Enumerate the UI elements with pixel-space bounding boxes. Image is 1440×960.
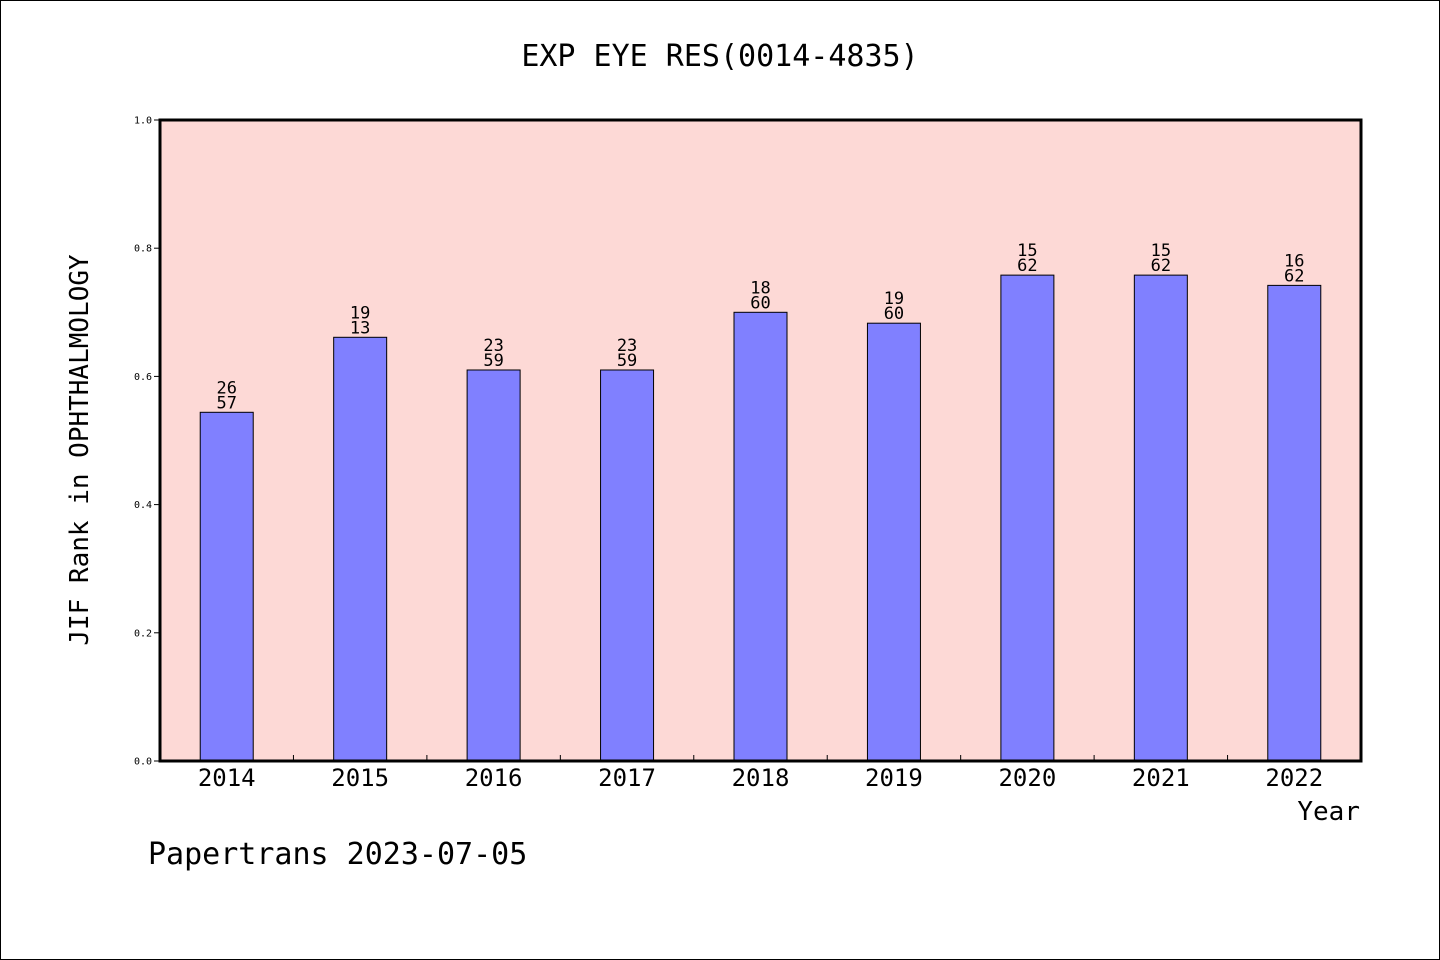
bar-label-rank: 23: [483, 336, 503, 356]
bar-label-rank: 19: [350, 303, 370, 323]
bar-label-total: 59: [617, 351, 637, 371]
footer-watermark: Papertrans 2023-07-05: [148, 837, 527, 872]
bar-label-total: 60: [884, 304, 904, 324]
x-tick-label: 2017: [598, 764, 656, 792]
y-tick-label: 1.0: [134, 116, 152, 127]
bar-2016: [466, 369, 521, 762]
bar-label-total: 62: [1017, 256, 1037, 276]
bar-label-total: 57: [216, 393, 236, 413]
bar-2014: [199, 411, 254, 762]
bar-label-total: 60: [750, 293, 770, 313]
bar-label-rank: 19: [884, 289, 904, 309]
y-tick-label: 0.0: [134, 757, 152, 768]
bar-2021: [1133, 274, 1188, 762]
plot-border: [158, 118, 1363, 763]
bar-label-rank: 23: [617, 336, 637, 356]
bars: [199, 274, 1322, 762]
bar-label-rank: 18: [750, 278, 770, 298]
x-tick-label: 2019: [865, 764, 923, 792]
bar-label-rank: 26: [216, 378, 236, 398]
bar-label-rank: 15: [1017, 241, 1037, 261]
bar-2015: [333, 336, 388, 762]
bar-label-total: 62: [1151, 256, 1171, 276]
y-axis-label: JIF Rank in OPHTHALMOLOGY: [65, 254, 95, 646]
y-axis-ticks: 0.0 0.2 0.4 0.6 0.8 1.0: [134, 116, 160, 768]
y-tick-label: 0.6: [134, 372, 152, 383]
bar-2020: [1000, 274, 1055, 762]
x-tick-label: 2020: [998, 764, 1056, 792]
bar-2018: [733, 311, 788, 762]
x-tick-label: 2018: [732, 764, 790, 792]
x-tick-label: 2015: [331, 764, 389, 792]
bar-2019: [866, 322, 921, 762]
y-tick-label: 0.2: [134, 628, 152, 639]
bar-label-rank: 15: [1151, 241, 1171, 261]
chart-title: EXP EYE RES(0014-4835): [521, 39, 918, 74]
x-tick-label: 2021: [1132, 764, 1190, 792]
x-axis-label: Year: [1297, 797, 1360, 827]
bar-label-total: 59: [483, 351, 503, 371]
x-tick-label: 2014: [198, 764, 256, 792]
x-axis-ticks: 2014 2015 2016 2017 2018 2019 2020 2021 2022: [198, 755, 1323, 792]
bar-label-rank: 16: [1284, 251, 1304, 271]
bar-2022: [1267, 284, 1322, 762]
y-tick-label: 0.8: [134, 244, 152, 255]
bar-label-total: 13: [350, 318, 370, 338]
x-tick-label: 2016: [465, 764, 523, 792]
bar-label-total: 62: [1284, 266, 1304, 286]
x-tick-label: 2022: [1265, 764, 1323, 792]
y-tick-label: 0.4: [134, 500, 152, 511]
bar-2017: [600, 369, 655, 762]
